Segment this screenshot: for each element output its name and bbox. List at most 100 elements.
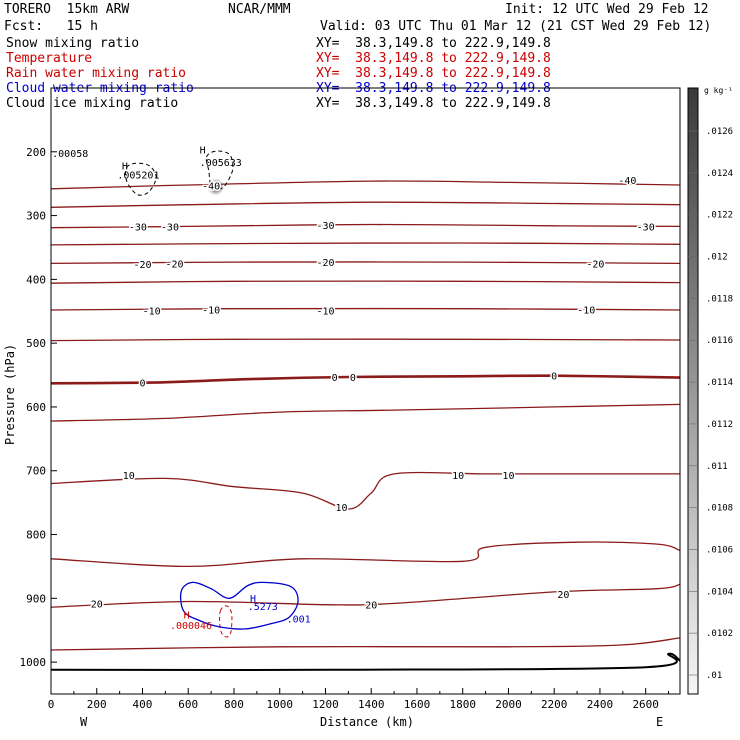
isotherm--40	[51, 180, 680, 190]
colorbar-tick-label: .01	[706, 671, 722, 681]
extremum-label: H	[184, 611, 190, 622]
colorbar-tick-label: .012	[706, 253, 728, 263]
isotherm-label: 0	[139, 379, 145, 390]
extremum-label: .005633	[200, 158, 242, 169]
isotherm-label: -40	[618, 176, 636, 187]
isotherm-label: 20	[365, 601, 377, 612]
extremum-label: H	[200, 146, 206, 157]
init-label: Init: 12 UTC Wed 29 Feb 12	[505, 2, 709, 17]
x-tick-label: 0	[48, 698, 55, 711]
extremum-label: .000046	[170, 621, 212, 632]
isotherm-label: 0	[332, 373, 338, 384]
colorbar-tick-label: .0126	[706, 127, 733, 137]
isotherm-label: -20	[316, 258, 334, 269]
colorbar-tick-label: .0116	[706, 336, 733, 346]
terrain-line	[51, 652, 680, 671]
ice-max-spot	[206, 177, 225, 196]
x-tick-label: 400	[133, 698, 153, 711]
isotherm-0	[51, 374, 680, 385]
y-tick-label: 900	[26, 592, 46, 605]
isotherm-label: 0	[551, 372, 557, 383]
x-right-end-label: E	[656, 715, 663, 729]
isotherm-label: -20	[165, 259, 183, 270]
colorbar-tick-label: .011	[706, 462, 728, 472]
colorbar-tick-label: .0114	[706, 378, 733, 388]
isotherm-25	[51, 637, 680, 651]
x-tick-label: 800	[224, 698, 244, 711]
isotherm--10	[51, 307, 680, 311]
y-tick-label: 200	[26, 146, 46, 159]
isotherm-label: -30	[129, 222, 147, 233]
isotherm-label: 20	[91, 599, 103, 610]
colorbar-tick-label: .0118	[706, 294, 733, 304]
colorbar-gradient	[687, 87, 699, 695]
colorbar-tick-label: .0122	[706, 211, 733, 221]
y-tick-label: 800	[26, 529, 46, 542]
x-tick-label: 1800	[449, 698, 476, 711]
isotherm-label: 10	[452, 471, 464, 482]
field-name: Rain water mixing ratio	[6, 66, 187, 81]
isotherm-5	[51, 403, 680, 422]
snow-contour	[205, 150, 234, 190]
extremum-label: .00058	[52, 149, 88, 160]
x-tick-label: 2600	[632, 698, 659, 711]
colorbar-tick-label: .0112	[706, 420, 733, 430]
isotherm-label: -30	[637, 222, 655, 233]
field-name: Cloud ice mixing ratio	[6, 96, 179, 111]
isotherm-label: 10	[123, 471, 135, 482]
isotherm--15	[51, 280, 680, 284]
field-name: Cloud water mixing ratio	[6, 81, 194, 96]
isotherm-label: -10	[577, 305, 595, 316]
field-name: Snow mixing ratio	[6, 36, 140, 51]
y-tick-label: 500	[26, 337, 46, 350]
isotherm--20	[51, 261, 680, 265]
isotherm--30	[51, 223, 680, 229]
isotherm-label: 10	[502, 471, 514, 482]
y-tick-label: 600	[26, 401, 46, 414]
extremum-label: .5273	[248, 602, 278, 613]
x-tick-label: 2200	[541, 698, 568, 711]
colorbar-tick-label: .0104	[706, 587, 733, 597]
extremum-label: .001	[287, 615, 311, 626]
y-tick-label: 300	[26, 210, 46, 223]
field-xy: XY= 38.3,149.8 to 222.9,149.8	[316, 66, 551, 81]
y-tick-label: 700	[26, 465, 46, 478]
colorbar-tick-label: .0106	[706, 545, 733, 555]
y-tick-label: 400	[26, 273, 46, 286]
x-tick-label: 1200	[312, 698, 339, 711]
isotherm--35	[51, 201, 680, 208]
extremum-label: H	[122, 162, 128, 173]
x-tick-label: 1600	[404, 698, 431, 711]
isotherm-label: 20	[557, 590, 569, 601]
isotherm-label: -10	[316, 307, 334, 318]
snow-contour	[124, 162, 157, 196]
x-tick-label: 200	[87, 698, 107, 711]
x-axis-title: Distance (km)	[320, 715, 414, 729]
colorbar-units: g kg⁻¹	[704, 86, 733, 95]
valid-label: Valid: 03 UTC Thu 01 Mar 12 (21 CST Wed …	[320, 19, 712, 34]
extremum-label: H	[250, 594, 256, 605]
field-xy: XY= 38.3,149.8 to 222.9,149.8	[316, 96, 551, 111]
x-left-end-label: W	[80, 715, 88, 729]
y-tick-label: 1000	[20, 656, 47, 669]
field-xy: XY= 38.3,149.8 to 222.9,149.8	[316, 36, 551, 51]
model-label: TORERO 15km ARW	[4, 2, 130, 17]
x-tick-label: 600	[178, 698, 198, 711]
isotherm-label: 0	[350, 373, 356, 384]
isotherm--25	[51, 242, 680, 246]
y-axis-title: Pressure (hPa)	[3, 344, 17, 445]
field-name: Temperature	[6, 51, 93, 66]
x-tick-label: 1400	[358, 698, 385, 711]
isotherm-label: -20	[133, 260, 151, 271]
colorbar-tick-label: .0102	[706, 629, 733, 639]
fcst-label: Fcst: 15 h	[4, 19, 98, 34]
x-tick-label: 2000	[495, 698, 522, 711]
field-xy: XY= 38.3,149.8 to 222.9,149.8	[316, 51, 551, 66]
rain-contour	[219, 605, 233, 638]
isotherm-label: 10	[335, 503, 347, 514]
isotherm-label: -30	[161, 222, 179, 233]
isotherm-20	[51, 583, 680, 608]
isotherm-15	[51, 541, 680, 568]
colorbar-tick-label: .0124	[706, 169, 733, 179]
